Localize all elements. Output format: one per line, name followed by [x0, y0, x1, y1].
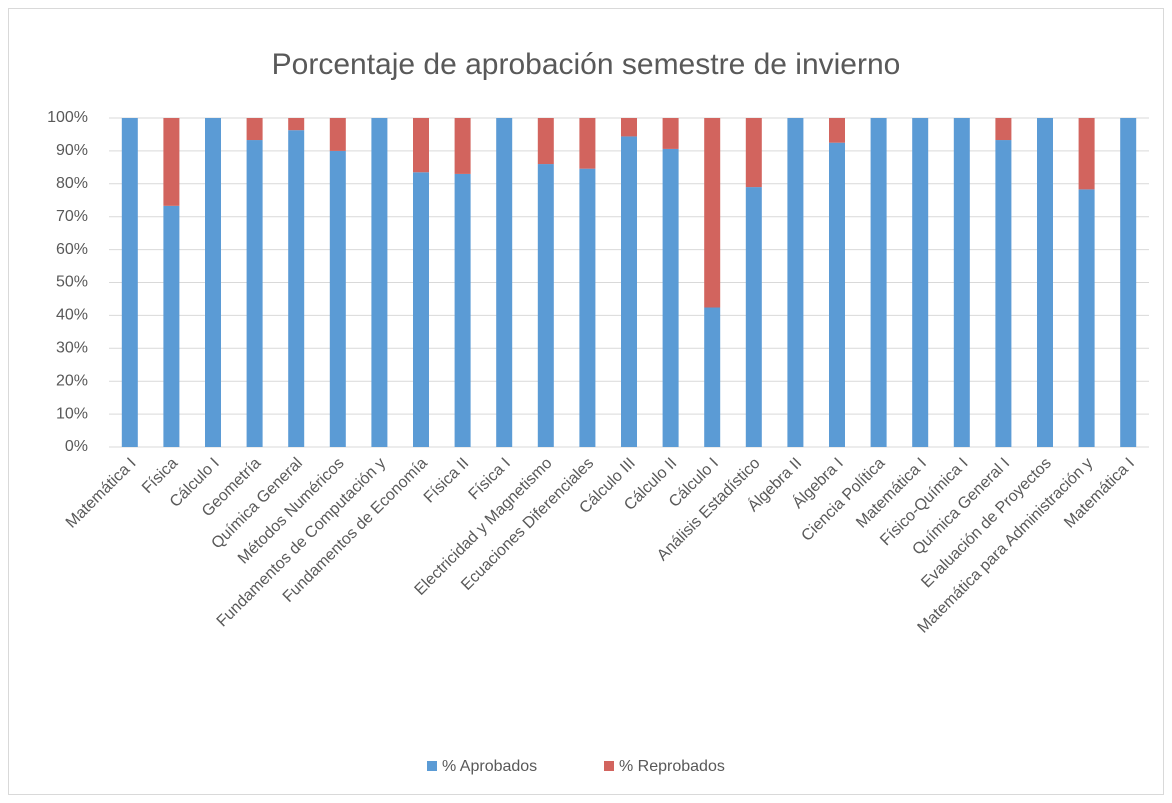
bar-segment	[288, 118, 305, 131]
bar-segment	[329, 150, 346, 447]
y-tick-label: 10%	[56, 405, 88, 422]
bar-segment	[870, 118, 887, 447]
y-tick-label: 30%	[56, 340, 88, 357]
bar-segment	[621, 118, 637, 137]
bar-segment	[787, 118, 804, 447]
legend-label: % Reprobados	[619, 758, 725, 775]
chart-title: Porcentaje de aprobación semestre de inv…	[272, 48, 901, 81]
bar-segment	[246, 140, 263, 447]
bar-segment	[1078, 118, 1095, 190]
bar-segment	[205, 118, 221, 447]
bar-segment	[579, 168, 596, 447]
y-tick-label: 50%	[56, 274, 88, 291]
bar-segment	[454, 118, 471, 174]
y-tick-label: 80%	[56, 175, 88, 192]
bar-segment	[745, 187, 762, 447]
bar-segment	[163, 205, 180, 447]
bar-segment	[579, 118, 596, 169]
bar-segment	[995, 140, 1012, 447]
legend-swatch	[427, 761, 437, 771]
bar-segment	[1120, 118, 1137, 447]
y-tick-label: 70%	[56, 208, 88, 225]
y-tick-label: 100%	[47, 109, 88, 126]
bar-segment	[246, 118, 263, 141]
bar-segment	[496, 118, 513, 447]
y-tick-label: 40%	[56, 307, 88, 324]
bar-segment	[621, 136, 637, 447]
bar-segment	[662, 118, 679, 149]
bar-segment	[704, 307, 721, 447]
legend-label: % Aprobados	[442, 758, 537, 775]
y-tick-label: 0%	[65, 438, 88, 455]
bar-segment	[537, 164, 554, 447]
bar-segment	[745, 118, 762, 188]
bar-segment	[704, 118, 721, 308]
bar-segment	[121, 118, 138, 447]
bar-segment	[1078, 189, 1095, 447]
y-tick-label: 20%	[56, 372, 88, 389]
bar-segment	[662, 148, 679, 447]
bar-segment	[953, 118, 970, 447]
bar-segment	[413, 118, 429, 173]
y-tick-label: 90%	[56, 142, 88, 159]
bar-segment	[163, 118, 180, 206]
bar-segment	[912, 118, 929, 447]
bar-segment	[995, 118, 1012, 141]
bar-segment	[829, 118, 845, 143]
bar-segment	[413, 172, 429, 447]
bar-segment	[829, 142, 845, 448]
bar-segment	[288, 130, 305, 447]
bar-segment	[1037, 118, 1053, 447]
bar-segment	[537, 118, 554, 165]
bar-segment	[454, 173, 471, 447]
bar-segment	[371, 118, 388, 447]
y-tick-label: 60%	[56, 241, 88, 258]
bar-segment	[329, 118, 346, 151]
legend-swatch	[604, 761, 614, 771]
